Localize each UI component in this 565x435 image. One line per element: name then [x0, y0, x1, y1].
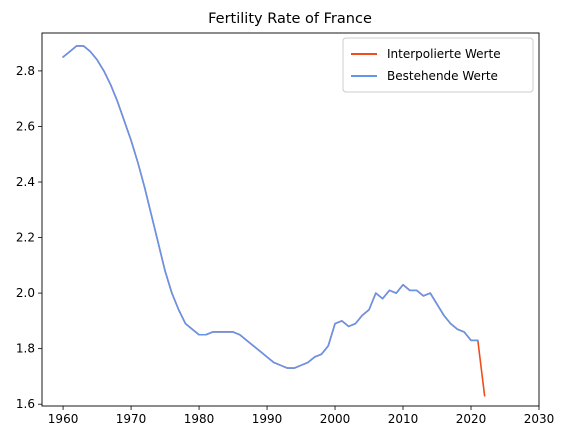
legend-frame: [342, 37, 534, 93]
x-tick-label: 1990: [252, 412, 283, 426]
legend-label: Interpolierte Werte: [387, 47, 501, 61]
y-tick-label: 2.4: [16, 175, 35, 189]
x-tick-label: 2020: [456, 412, 487, 426]
y-tick-label: 2.2: [16, 231, 35, 245]
x-tick-label: 1960: [48, 412, 79, 426]
series-line-1: [62, 45, 486, 397]
y-tick-label: 2.6: [16, 119, 35, 133]
y-tick-label: 1.8: [16, 342, 35, 356]
x-axis: 1960 1970 1980 1990 2000 2010 2020 2030: [48, 406, 554, 426]
x-tick-label: 2010: [388, 412, 419, 426]
x-tick-label: 2000: [320, 412, 351, 426]
series-layer: [62, 45, 486, 397]
plot-frame: [41, 32, 540, 407]
y-tick-label: 2.8: [16, 64, 35, 78]
y-tick-label: 2.0: [16, 286, 35, 300]
x-tick-label: 1980: [184, 412, 215, 426]
chart-title: Fertility Rate of France: [208, 11, 372, 27]
legend-label: Bestehende Werte: [387, 69, 498, 83]
x-tick-label: 2030: [524, 412, 555, 426]
y-axis: 1.6 1.8 2.0 2.2 2.4 2.6 2.8: [16, 64, 42, 411]
x-tick-label: 1970: [116, 412, 147, 426]
legend: Interpolierte Werte Bestehende Werte: [342, 37, 534, 93]
y-tick-label: 1.6: [16, 397, 35, 411]
series-line-2: [62, 45, 479, 369]
